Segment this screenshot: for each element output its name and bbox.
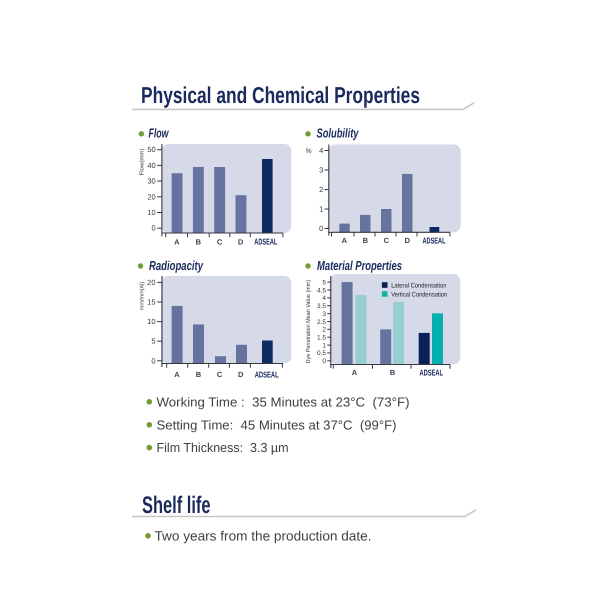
svg-text:B: B — [196, 370, 202, 379]
svg-text:D: D — [405, 236, 411, 245]
svg-text:Physical and Chemical Properti: Physical and Chemical Properties — [141, 82, 420, 108]
svg-text:ADSEAL: ADSEAL — [423, 236, 446, 246]
svg-text:ADSEAL: ADSEAL — [419, 367, 443, 377]
svg-text:Working Time : 35 Minutes at: Working Time : 35 Minutes at 23°C (73°F) — [157, 394, 410, 409]
svg-text:A: A — [342, 236, 348, 245]
svg-text:Flow: Flow — [149, 126, 170, 141]
svg-text:50: 50 — [147, 145, 155, 154]
svg-text:1: 1 — [319, 205, 323, 214]
svg-text:20: 20 — [147, 192, 155, 201]
svg-text:2.5: 2.5 — [317, 319, 326, 326]
svg-text:0: 0 — [322, 358, 326, 365]
svg-text:D: D — [238, 370, 244, 379]
svg-text:4: 4 — [322, 295, 326, 302]
svg-text:Radiopacity: Radiopacity — [149, 258, 204, 273]
svg-text:A: A — [352, 368, 358, 377]
svg-text:Setting Time: 45 Minutes at 3: Setting Time: 45 Minutes at 37°C (99°F) — [157, 417, 397, 432]
svg-text:B: B — [390, 368, 396, 377]
svg-text:1: 1 — [322, 342, 326, 349]
svg-text:D: D — [238, 237, 244, 246]
svg-text:5: 5 — [151, 337, 155, 346]
svg-text:3: 3 — [322, 311, 326, 318]
svg-text:10: 10 — [147, 317, 155, 326]
svg-text:C: C — [217, 370, 223, 379]
svg-text:3.5: 3.5 — [317, 303, 326, 310]
svg-text:B: B — [196, 237, 202, 246]
svg-text:0: 0 — [152, 224, 156, 233]
svg-text:Vertical Condensation: Vertical Condensation — [391, 292, 447, 299]
svg-text:A: A — [174, 237, 180, 246]
svg-text:4.5: 4.5 — [317, 287, 326, 294]
svg-text:5: 5 — [322, 279, 326, 286]
svg-text:Shelf life: Shelf life — [142, 492, 211, 519]
svg-text:1.5: 1.5 — [317, 335, 326, 342]
svg-text:Lateral Condensation: Lateral Condensation — [391, 283, 447, 290]
svg-text:0.5: 0.5 — [317, 350, 326, 357]
svg-text:3: 3 — [319, 166, 323, 175]
svg-text:4: 4 — [319, 146, 323, 155]
svg-text:0: 0 — [151, 356, 155, 365]
svg-text:ADSEAL: ADSEAL — [254, 237, 277, 247]
svg-text:Solubility: Solubility — [317, 126, 360, 141]
svg-text:2: 2 — [322, 327, 326, 334]
svg-text:Flow(mm): Flow(mm) — [139, 148, 146, 175]
svg-text:20: 20 — [147, 278, 155, 287]
svg-text:A: A — [174, 370, 180, 379]
svg-text:2: 2 — [319, 185, 323, 194]
svg-text:Two years from the production: Two years from the production date. — [155, 529, 372, 544]
svg-text:mm/mm(Al): mm/mm(Al) — [139, 282, 146, 311]
svg-text:0: 0 — [319, 224, 323, 233]
svg-text:Material Properties: Material Properties — [317, 258, 402, 273]
svg-text:ADSEAL: ADSEAL — [255, 369, 279, 379]
svg-text:%: % — [306, 148, 312, 155]
svg-text:10: 10 — [147, 208, 155, 217]
svg-text:Dye Penetration Mean Value (mm: Dye Penetration Mean Value (mm) — [305, 280, 312, 364]
svg-text:Film Thickness: 3.3 µm: Film Thickness: 3.3 µm — [157, 440, 289, 455]
svg-text:15: 15 — [147, 298, 155, 307]
svg-text:C: C — [217, 237, 223, 246]
svg-text:40: 40 — [147, 161, 155, 170]
svg-text:C: C — [384, 236, 390, 245]
svg-text:30: 30 — [147, 177, 155, 186]
svg-text:B: B — [363, 236, 369, 245]
